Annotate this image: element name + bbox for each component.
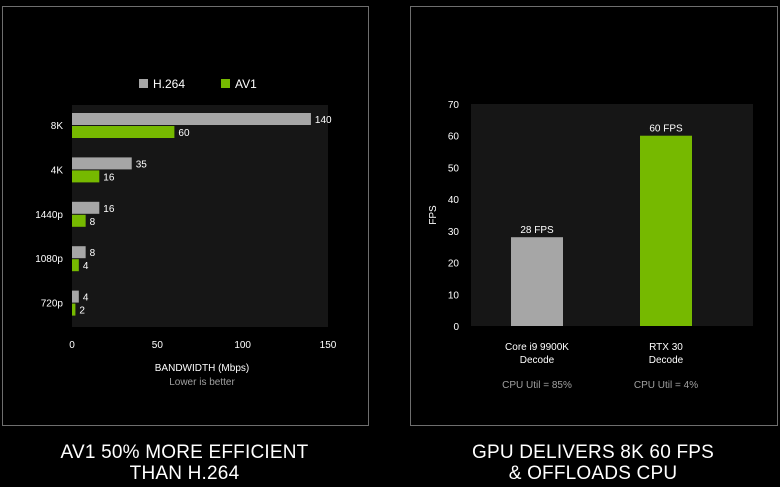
category-label-line-1: RTX 30 — [649, 342, 683, 353]
category-label: 8K — [51, 121, 64, 132]
category-label-line-2: Decode — [649, 355, 684, 366]
bar-value-label: 60 — [178, 128, 190, 139]
bar-av1 — [72, 170, 100, 183]
bar-value-label: 140 — [315, 115, 332, 126]
bar-h264 — [72, 201, 100, 214]
bar-h264 — [72, 113, 311, 125]
bar-h264 — [72, 246, 86, 259]
y-tick-label: 50 — [448, 163, 460, 174]
category-label: 4K — [51, 165, 64, 176]
bar-h264 — [72, 290, 79, 303]
right-caption-line-1: GPU DELIVERS 8K 60 FPS — [472, 442, 714, 463]
bandwidth-chart-panel: H.264 AV1 8K 140 60 4K 35 16 1440p 16 8 1080p 8 4 720p… — [2, 6, 369, 426]
bar-value-label: 2 — [79, 306, 85, 317]
y-tick-label: 70 — [448, 100, 460, 111]
category-label: 1440p — [35, 210, 63, 221]
right-caption: GPU DELIVERS 8K 60 FPS & OFFLOADS CPU — [410, 442, 776, 484]
bar-value-label: 16 — [103, 204, 115, 215]
x-tick-label: 150 — [320, 340, 337, 351]
bar-av1 — [72, 214, 86, 227]
bar-value-label: 35 — [136, 159, 148, 170]
category-label-line-2: Decode — [520, 355, 555, 366]
bandwidth-chart: H.264 AV18K140604K35161440p1681080p84720p… — [35, 77, 337, 388]
bar-h264 — [72, 157, 132, 170]
plot-area — [72, 105, 328, 327]
y-axis-label: FPS — [428, 205, 439, 225]
x-tick-label: 100 — [234, 340, 251, 351]
x-tick-label: 0 — [69, 340, 75, 351]
right-caption-line-2: & OFFLOADS CPU — [508, 463, 678, 484]
y-tick-label: 30 — [448, 227, 460, 238]
y-tick-label: 40 — [448, 195, 460, 206]
fps-chart-panel: 0 10 20 30 40 50 60 70 FPS 28 FPS Core i9 9900K Dec… — [410, 6, 778, 426]
left-caption-line-1: AV1 50% MORE EFFICIENT — [60, 442, 309, 463]
y-tick-label: 10 — [448, 290, 460, 301]
bar-gpu-decode — [640, 135, 692, 326]
fps-chart: 0 10 20 30 40 50 60 70 FPS 28 FPS Core i9 9900K Dec… — [428, 100, 753, 391]
bar-av1 — [72, 126, 175, 138]
bar-value-label: 8 — [90, 248, 96, 259]
y-tick-label: 20 — [448, 259, 460, 270]
x-axis-label: BANDWIDTH (Mbps) — [155, 363, 249, 374]
category-label: 720p — [41, 299, 64, 310]
bar-av1 — [72, 259, 79, 272]
bar-value-label: 16 — [103, 172, 115, 183]
bar-value-label: 4 — [83, 261, 89, 272]
bar-value-label: 4 — [83, 293, 89, 304]
legend-swatch-av1 — [221, 79, 230, 88]
bar-av1 — [72, 303, 76, 316]
legend-label-h264: H.264 — [153, 77, 185, 91]
cpu-util-note: CPU Util = 85% — [502, 380, 572, 391]
x-tick-label: 50 — [152, 340, 164, 351]
bar-cpu-decode — [511, 237, 563, 326]
chart-note: Lower is better — [169, 377, 235, 388]
cpu-util-note: CPU Util = 4% — [634, 380, 698, 391]
bar-value-label: 8 — [90, 217, 96, 228]
bar-data-label: 28 FPS — [520, 225, 554, 236]
y-tick-label: 0 — [453, 322, 459, 333]
legend-swatch-h264 — [139, 79, 148, 88]
left-caption: AV1 50% MORE EFFICIENT THAN H.264 — [2, 442, 367, 484]
legend-label-av1: AV1 — [235, 77, 257, 91]
category-label: 1080p — [35, 254, 63, 265]
y-tick-label: 60 — [448, 132, 460, 143]
category-label-line-1: Core i9 9900K — [505, 342, 569, 353]
left-caption-line-2: THAN H.264 — [129, 463, 240, 484]
bar-data-label: 60 FPS — [649, 124, 683, 135]
